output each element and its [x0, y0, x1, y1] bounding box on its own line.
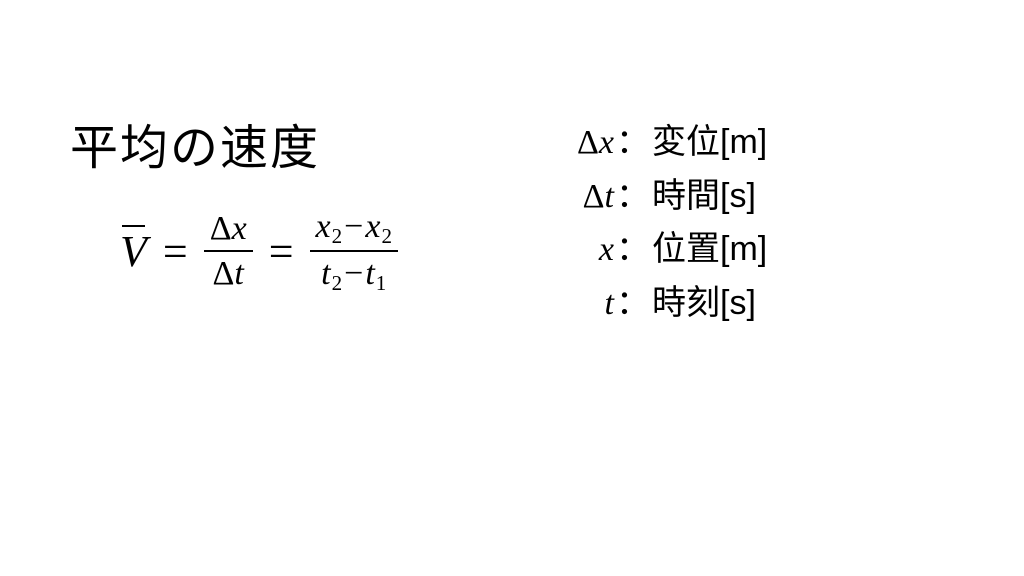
- t2-sub: 2: [331, 271, 343, 295]
- minus-den: −: [342, 255, 365, 292]
- t2-var: t: [321, 255, 330, 292]
- legend-desc: 変位: [652, 116, 720, 169]
- legend-unit: [s]: [720, 277, 756, 330]
- legend-sym: x: [550, 224, 614, 277]
- legend-colon: ：: [614, 277, 652, 330]
- x2b-var: x: [365, 208, 380, 245]
- slide-title: 平均の速度: [70, 108, 320, 178]
- legend-var: x: [599, 231, 614, 268]
- legend-colon: ：: [614, 223, 652, 276]
- legend-var: x: [599, 124, 614, 161]
- legend: Δx ： 変位 [m] Δt ： 時間 [s] x ： 位置 [m] t ： 時…: [550, 116, 767, 331]
- legend-sym: Δx: [550, 117, 614, 170]
- frac1-den: Δt: [207, 252, 250, 295]
- x2a-sub: 2: [331, 224, 343, 248]
- legend-row: t ： 時刻 [s]: [550, 277, 767, 331]
- frac2-num: x2−x2: [310, 205, 398, 250]
- legend-unit: [m]: [720, 116, 767, 169]
- legend-var: t: [605, 178, 614, 215]
- legend-desc: 位置: [652, 223, 720, 276]
- legend-desc: 時刻: [652, 277, 720, 330]
- frac-delta-x-over-delta-t: Δx Δt: [204, 207, 253, 295]
- x2b-sub: 2: [380, 224, 392, 248]
- slide: 平均の速度 V = Δx Δt = x2−x2 t2−t1: [0, 0, 1024, 576]
- legend-sym: Δt: [550, 171, 614, 224]
- average-velocity-formula: V = Δx Δt = x2−x2 t2−t1: [120, 205, 398, 297]
- legend-delta: Δ: [583, 178, 605, 215]
- legend-desc: 時間: [652, 170, 720, 223]
- overbar: [122, 225, 145, 227]
- legend-row: x ： 位置 [m]: [550, 223, 767, 277]
- legend-colon: ：: [614, 116, 652, 169]
- frac1-num: Δx: [204, 207, 253, 250]
- equals-2: =: [263, 226, 300, 277]
- t-var-1: t: [234, 255, 243, 292]
- t1-var: t: [365, 255, 374, 292]
- legend-colon: ：: [614, 170, 652, 223]
- legend-var: t: [605, 285, 614, 322]
- delta-1: Δ: [210, 210, 232, 247]
- legend-sym: t: [550, 278, 614, 331]
- v-letter: V: [120, 227, 147, 276]
- equals-1: =: [157, 226, 194, 277]
- x-var-1: x: [232, 210, 247, 247]
- legend-row: Δt ： 時間 [s]: [550, 170, 767, 224]
- v-bar-symbol: V: [120, 226, 147, 277]
- frac2-den: t2−t1: [315, 252, 392, 297]
- legend-unit: [m]: [720, 223, 767, 276]
- delta-2: Δ: [213, 255, 235, 292]
- legend-row: Δx ： 変位 [m]: [550, 116, 767, 170]
- t1-sub: 1: [375, 271, 387, 295]
- legend-delta: Δ: [577, 124, 599, 161]
- x2a-var: x: [316, 208, 331, 245]
- minus-num: −: [342, 208, 365, 245]
- frac-x2-x2-over-t2-t1: x2−x2 t2−t1: [310, 205, 398, 297]
- legend-unit: [s]: [720, 170, 756, 223]
